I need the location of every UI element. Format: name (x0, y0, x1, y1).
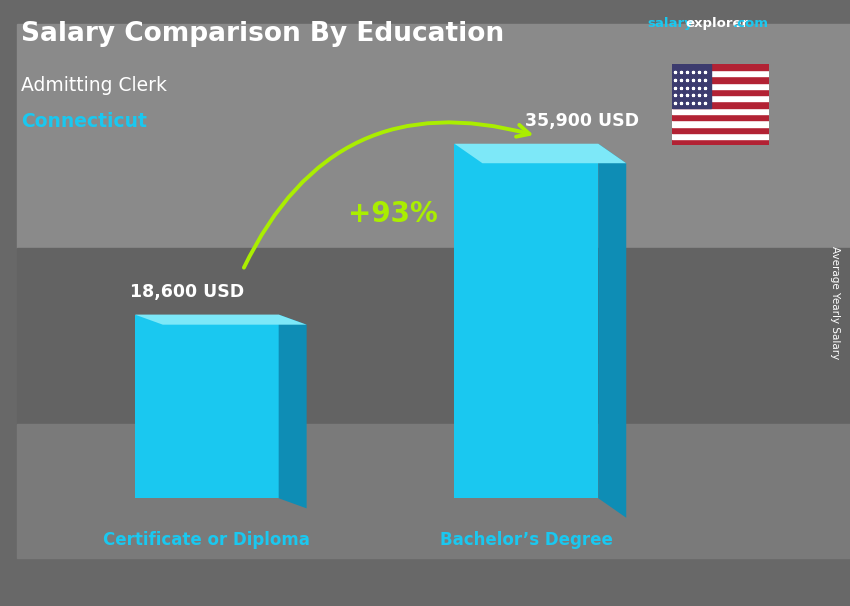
Text: .com: .com (733, 17, 768, 30)
Bar (672, 89, 769, 95)
Text: 18,600 USD: 18,600 USD (130, 283, 244, 301)
Bar (672, 139, 769, 145)
Text: Certificate or Diploma: Certificate or Diploma (104, 531, 310, 549)
Text: salary: salary (648, 17, 694, 30)
Polygon shape (17, 424, 850, 558)
Bar (672, 76, 769, 82)
Bar (672, 82, 769, 89)
Polygon shape (455, 144, 626, 163)
FancyArrowPatch shape (244, 122, 530, 268)
Text: Admitting Clerk: Admitting Clerk (21, 76, 167, 95)
Text: 35,900 USD: 35,900 USD (525, 112, 639, 130)
Text: explorer: explorer (685, 17, 748, 30)
Bar (672, 101, 769, 108)
Polygon shape (279, 315, 307, 508)
Text: Connecticut: Connecticut (21, 112, 147, 131)
Text: Average Yearly Salary: Average Yearly Salary (830, 247, 840, 359)
Polygon shape (17, 248, 850, 424)
Polygon shape (135, 315, 279, 498)
Bar (672, 95, 769, 101)
Bar (672, 120, 769, 127)
Bar (672, 127, 769, 133)
Bar (672, 114, 769, 120)
Polygon shape (135, 315, 307, 325)
Polygon shape (455, 144, 598, 498)
Polygon shape (17, 24, 850, 248)
Bar (672, 64, 711, 108)
Text: +93%: +93% (348, 200, 438, 228)
Bar (672, 70, 769, 76)
Bar (672, 133, 769, 139)
Bar (672, 108, 769, 114)
Text: Bachelor’s Degree: Bachelor’s Degree (440, 531, 613, 549)
Bar (672, 64, 769, 70)
Polygon shape (598, 144, 626, 518)
Text: Salary Comparison By Education: Salary Comparison By Education (21, 21, 504, 47)
